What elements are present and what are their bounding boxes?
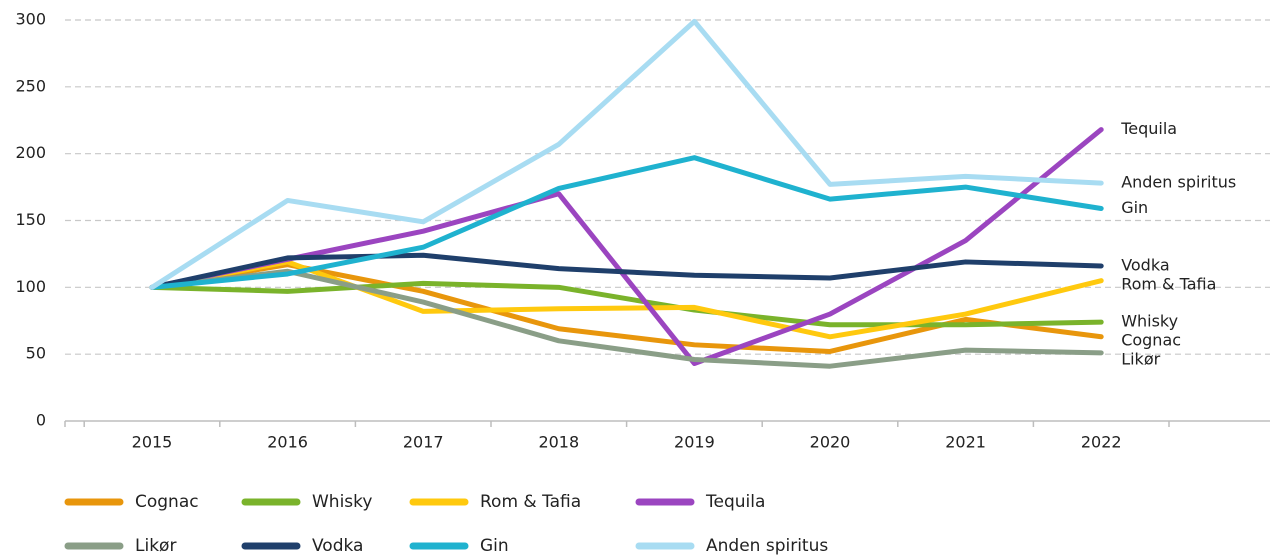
end-label: Likør bbox=[1121, 350, 1160, 369]
line-series bbox=[149, 18, 1104, 290]
end-label: Cognac bbox=[1121, 331, 1181, 350]
x-tick-label: 2019 bbox=[674, 433, 715, 452]
line-series bbox=[149, 252, 1104, 290]
end-label: Anden spiritus bbox=[1121, 173, 1236, 192]
y-tick-label: 250 bbox=[15, 76, 46, 95]
y-tick-label: 150 bbox=[15, 210, 46, 229]
end-label: Whisky bbox=[1121, 312, 1178, 331]
legend-label: Gin bbox=[480, 536, 509, 556]
end-label: Tequila bbox=[1120, 119, 1177, 138]
line-series bbox=[149, 127, 1104, 367]
end-label: Rom & Tafia bbox=[1121, 274, 1216, 293]
legend-label: Whisky bbox=[312, 492, 372, 512]
y-tick-label: 0 bbox=[36, 411, 46, 430]
y-tick-label: 300 bbox=[15, 10, 46, 29]
x-tick-label: 2018 bbox=[538, 433, 579, 452]
x-tick-label: 2021 bbox=[945, 433, 986, 452]
x-tick-label: 2017 bbox=[403, 433, 444, 452]
end-label: Vodka bbox=[1121, 255, 1169, 274]
legend-label: Anden spiritus bbox=[706, 536, 828, 556]
line-series bbox=[149, 268, 1104, 369]
y-tick-label: 50 bbox=[26, 344, 46, 363]
x-tick-label: 2015 bbox=[132, 433, 173, 452]
x-tick-label: 2020 bbox=[810, 433, 851, 452]
legend-label: Rom & Tafia bbox=[480, 492, 581, 512]
x-tick-label: 2016 bbox=[267, 433, 308, 452]
legend-label: Vodka bbox=[312, 536, 363, 556]
end-label: Gin bbox=[1121, 198, 1148, 217]
line-series bbox=[149, 155, 1104, 290]
line-series bbox=[149, 280, 1104, 328]
y-tick-label: 200 bbox=[15, 143, 46, 162]
legend-label: Tequila bbox=[705, 492, 765, 512]
x-tick-label: 2022 bbox=[1081, 433, 1122, 452]
y-tick-label: 100 bbox=[15, 277, 46, 296]
legend-label: Cognac bbox=[135, 492, 199, 512]
legend-label: Likør bbox=[135, 536, 176, 556]
